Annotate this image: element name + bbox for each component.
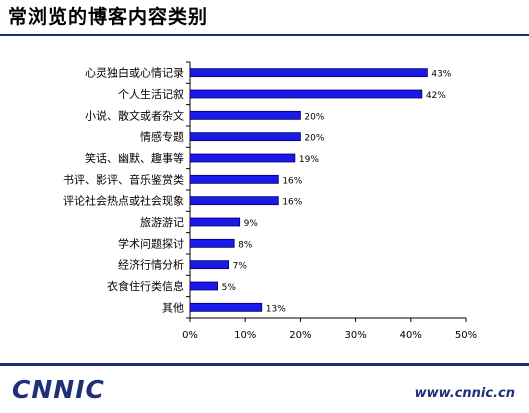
bar bbox=[189, 174, 279, 184]
data-label: 19% bbox=[299, 155, 319, 165]
data-label: 7% bbox=[233, 262, 248, 272]
category-label: 经济行情分析 bbox=[118, 258, 184, 272]
category-label: 评论社会热点或社会现象 bbox=[63, 194, 184, 208]
x-tick-label: 20% bbox=[289, 330, 311, 341]
x-tick-label: 30% bbox=[344, 330, 366, 341]
x-tick-label: 50% bbox=[455, 330, 477, 341]
category-label: 小说、散文或者杂文 bbox=[85, 108, 184, 122]
cnnic-logo: CNNIC bbox=[12, 375, 105, 404]
bar bbox=[189, 110, 301, 120]
x-tick-label: 0% bbox=[182, 330, 198, 341]
bar bbox=[189, 196, 279, 206]
title-divider bbox=[0, 34, 529, 36]
x-tick-label: 10% bbox=[234, 330, 256, 341]
data-label: 16% bbox=[282, 198, 302, 208]
chart-title: 常浏览的博客内容类别 bbox=[8, 6, 209, 28]
bar bbox=[189, 89, 423, 99]
category-label: 衣食住行类信息 bbox=[107, 279, 184, 293]
data-label: 8% bbox=[238, 240, 253, 250]
footer-divider bbox=[0, 363, 529, 366]
bar bbox=[189, 302, 263, 312]
category-label: 其他 bbox=[162, 301, 184, 314]
data-label: 43% bbox=[431, 70, 451, 80]
data-label: 42% bbox=[426, 91, 446, 101]
bar bbox=[189, 153, 296, 163]
bar-chart: 0% 10% 20% 30% 40% 50% 心灵独白或心情记录 43% 个人生活记叙 42% 小说… bbox=[63, 61, 477, 341]
data-label: 20% bbox=[304, 134, 324, 144]
bar bbox=[189, 260, 230, 270]
category-label: 书评、影评、音乐鉴赏类 bbox=[63, 172, 184, 186]
bar bbox=[189, 281, 219, 291]
category-label: 情感专题 bbox=[140, 130, 184, 144]
data-label: 13% bbox=[266, 304, 286, 314]
x-tick-label: 40% bbox=[400, 330, 422, 341]
category-label: 旅游游记 bbox=[140, 215, 184, 229]
category-label: 学术问题探讨 bbox=[118, 236, 184, 250]
data-label: 16% bbox=[282, 176, 302, 186]
category-label: 心灵独白或心情记录 bbox=[85, 66, 184, 80]
bar bbox=[189, 217, 241, 227]
bar bbox=[189, 132, 301, 142]
footer-url: www.cnnic.cn bbox=[414, 386, 515, 401]
data-label: 20% bbox=[304, 112, 324, 122]
bar bbox=[189, 68, 428, 78]
bar bbox=[189, 238, 235, 248]
category-label: 个人生活记叙 bbox=[118, 87, 184, 101]
data-label: 9% bbox=[244, 219, 259, 229]
data-label: 5% bbox=[222, 283, 237, 293]
category-label: 笑话、幽默、趣事等 bbox=[85, 151, 184, 165]
